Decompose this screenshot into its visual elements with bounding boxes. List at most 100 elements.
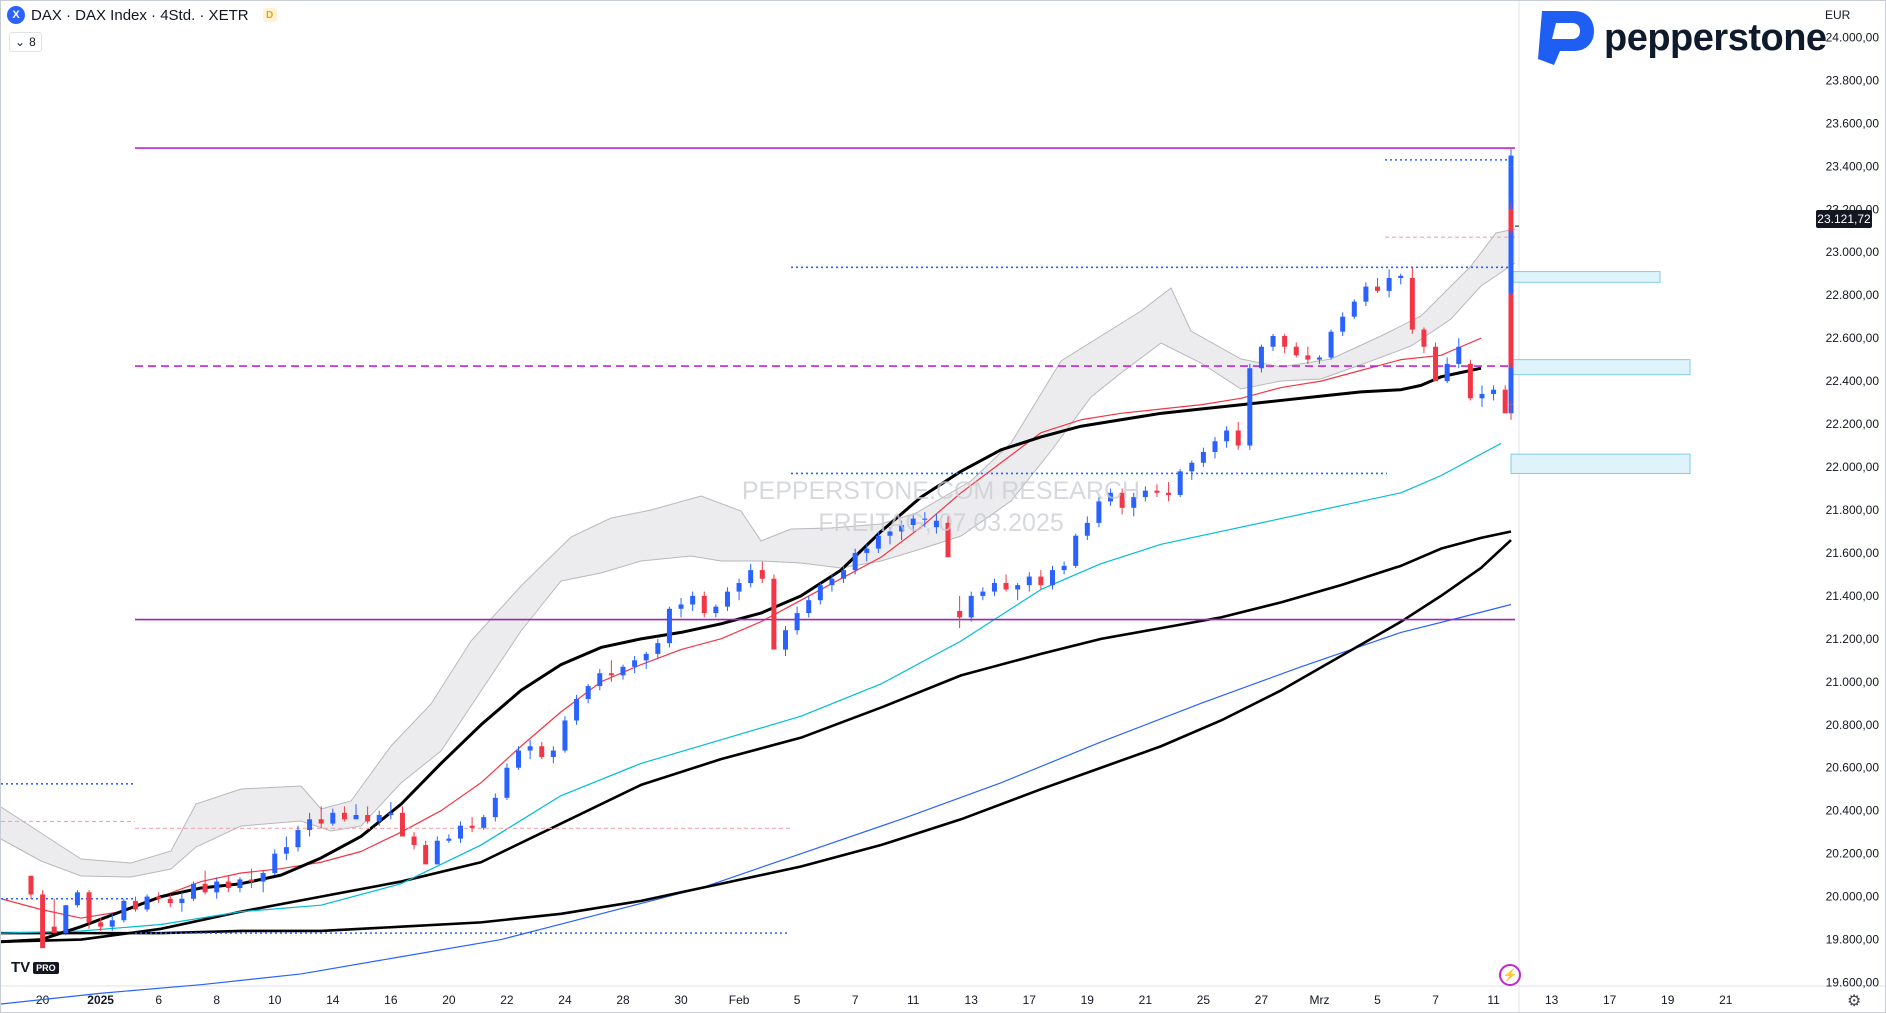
candle-body <box>411 836 417 846</box>
time-tick-label: 14 <box>326 993 340 1007</box>
price-tick-label: 23.400,00 <box>1826 159 1880 173</box>
candle-body <box>1293 346 1299 356</box>
symbol-header[interactable]: X DAX · DAX Index · 4Std. · XETR D <box>7 6 277 24</box>
candle-body <box>1189 462 1195 472</box>
cloud-band-lower <box>1 262 1516 878</box>
candle-body <box>1502 389 1508 414</box>
candle-body <box>74 892 80 906</box>
candle-body <box>1375 286 1381 291</box>
candle-body <box>1026 576 1032 586</box>
candle-body <box>713 606 719 614</box>
candle-body <box>504 767 510 798</box>
candle-body <box>1508 368 1514 397</box>
candle-body <box>86 892 92 923</box>
d-badge[interactable]: D <box>262 8 277 22</box>
candle-body <box>423 845 429 865</box>
time-tick-label: 24 <box>558 993 572 1007</box>
currency-label[interactable]: EUR <box>1825 8 1851 22</box>
candle-body <box>1247 368 1253 446</box>
candle-body <box>1433 346 1439 382</box>
candle-body <box>179 898 185 904</box>
cloud-band-fill <box>1 229 1515 877</box>
candle-body <box>330 812 336 824</box>
candle-body <box>1444 363 1450 382</box>
time-tick-label: 5 <box>1374 993 1381 1007</box>
candle-body <box>1456 346 1462 364</box>
candle-body <box>1398 275 1404 279</box>
price-tick-label: 23.600,00 <box>1826 116 1880 130</box>
candle-body <box>376 814 382 822</box>
candle-body <box>1235 430 1241 446</box>
candle-body <box>1479 393 1485 399</box>
symbol-title[interactable]: DAX · DAX Index · 4Std. · XETR <box>31 6 249 24</box>
candle-body <box>1508 290 1514 369</box>
time-tick-label: 6 <box>155 993 162 1007</box>
candle-body <box>1212 441 1218 452</box>
candle-body <box>991 583 997 592</box>
gear-icon[interactable]: ⚙ <box>1847 993 1862 1010</box>
last-price-tag: 23.121,72 <box>1816 210 1872 228</box>
candle-body <box>666 608 672 644</box>
candle-body <box>1224 430 1230 442</box>
ma-line-red <box>1 337 1482 919</box>
lightning-icon[interactable]: ⚡ <box>1499 964 1521 986</box>
candle-body <box>237 879 243 889</box>
candle-body <box>910 518 916 526</box>
time-tick-label: 5 <box>794 993 801 1007</box>
time-tick-label: 7 <box>852 993 859 1007</box>
candle-body <box>643 653 649 661</box>
time-tick-label: 13 <box>965 993 979 1007</box>
time-tick-label: 19 <box>1081 993 1095 1007</box>
candle-body <box>1073 535 1079 566</box>
candle-body <box>922 518 928 520</box>
price-tick-label: 20.000,00 <box>1826 890 1880 904</box>
candle-body <box>481 817 487 828</box>
candle-body <box>295 830 301 848</box>
candle-body <box>63 905 69 934</box>
zone-3 <box>1510 453 1691 474</box>
candle-body <box>1491 389 1497 394</box>
time-tick-label: Feb <box>729 993 750 1007</box>
candle-body <box>806 600 812 614</box>
candle-body <box>1119 492 1125 508</box>
candle-body <box>724 591 730 607</box>
candle-body <box>51 926 57 934</box>
candle-body <box>1096 501 1102 523</box>
price-tick-label: 21.000,00 <box>1826 675 1880 689</box>
candle-body <box>28 875 34 895</box>
candle-body <box>1409 278 1415 330</box>
candle-body <box>365 814 371 822</box>
price-tick-label: 24.000,00 <box>1826 30 1880 44</box>
time-tick-label: 10 <box>268 993 282 1007</box>
ma-line-cyan <box>1 442 1502 934</box>
ma-line-black-slow <box>1 539 1512 935</box>
candle-body <box>817 585 823 601</box>
time-tick-label: 17 <box>1603 993 1617 1007</box>
candle-body <box>597 673 603 687</box>
indicator-toggle[interactable]: ⌄ 8 <box>9 32 42 52</box>
candle-body <box>109 920 115 927</box>
candle-body <box>1142 490 1148 498</box>
candle-body <box>260 872 266 882</box>
candle-body <box>1049 570 1055 586</box>
chevron-down-icon: ⌄ <box>15 35 26 49</box>
candle-body <box>283 847 289 854</box>
candle-body <box>1421 329 1427 347</box>
tradingview-logo[interactable]: TV PRO <box>11 959 59 976</box>
candle-body <box>249 879 255 882</box>
candle-body <box>539 746 545 757</box>
candle-body <box>608 673 614 676</box>
candle-body <box>585 686 591 699</box>
candle-body <box>167 898 173 904</box>
candle-body <box>202 883 208 893</box>
price-tick-label: 22.800,00 <box>1826 288 1880 302</box>
time-tick-label: 19 <box>1661 993 1675 1007</box>
candle-body <box>353 814 359 820</box>
candle-body <box>1061 565 1067 571</box>
candle-body <box>887 531 893 536</box>
pepperstone-p-logo-icon <box>1538 11 1594 65</box>
candle-body <box>1316 357 1322 360</box>
brand-name: pepperstone <box>1604 16 1827 59</box>
candle-body <box>1282 336 1288 347</box>
